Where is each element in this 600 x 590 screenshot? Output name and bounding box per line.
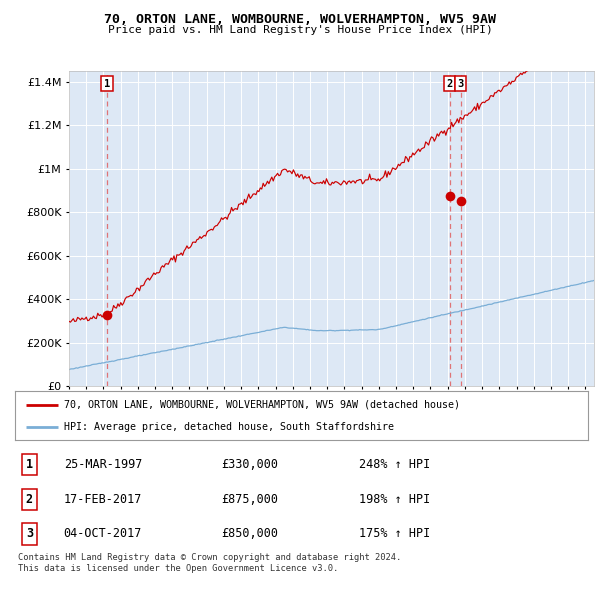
Text: 175% ↑ HPI: 175% ↑ HPI bbox=[359, 527, 430, 540]
Text: 17-FEB-2017: 17-FEB-2017 bbox=[64, 493, 142, 506]
Text: 2: 2 bbox=[26, 493, 33, 506]
Text: 248% ↑ HPI: 248% ↑ HPI bbox=[359, 458, 430, 471]
Text: £850,000: £850,000 bbox=[221, 527, 278, 540]
Text: 25-MAR-1997: 25-MAR-1997 bbox=[64, 458, 142, 471]
Text: 1: 1 bbox=[26, 458, 33, 471]
Text: 198% ↑ HPI: 198% ↑ HPI bbox=[359, 493, 430, 506]
Text: HPI: Average price, detached house, South Staffordshire: HPI: Average price, detached house, Sout… bbox=[64, 422, 394, 432]
Text: 04-OCT-2017: 04-OCT-2017 bbox=[64, 527, 142, 540]
Text: £875,000: £875,000 bbox=[221, 493, 278, 506]
Text: 70, ORTON LANE, WOMBOURNE, WOLVERHAMPTON, WV5 9AW: 70, ORTON LANE, WOMBOURNE, WOLVERHAMPTON… bbox=[104, 13, 496, 26]
Text: £330,000: £330,000 bbox=[221, 458, 278, 471]
Text: 2: 2 bbox=[446, 78, 453, 88]
Text: Price paid vs. HM Land Registry's House Price Index (HPI): Price paid vs. HM Land Registry's House … bbox=[107, 25, 493, 35]
Text: Contains HM Land Registry data © Crown copyright and database right 2024.
This d: Contains HM Land Registry data © Crown c… bbox=[18, 553, 401, 573]
Text: 3: 3 bbox=[26, 527, 33, 540]
Text: 1: 1 bbox=[104, 78, 110, 88]
Text: 70, ORTON LANE, WOMBOURNE, WOLVERHAMPTON, WV5 9AW (detached house): 70, ORTON LANE, WOMBOURNE, WOLVERHAMPTON… bbox=[64, 399, 460, 409]
Text: 3: 3 bbox=[457, 78, 464, 88]
